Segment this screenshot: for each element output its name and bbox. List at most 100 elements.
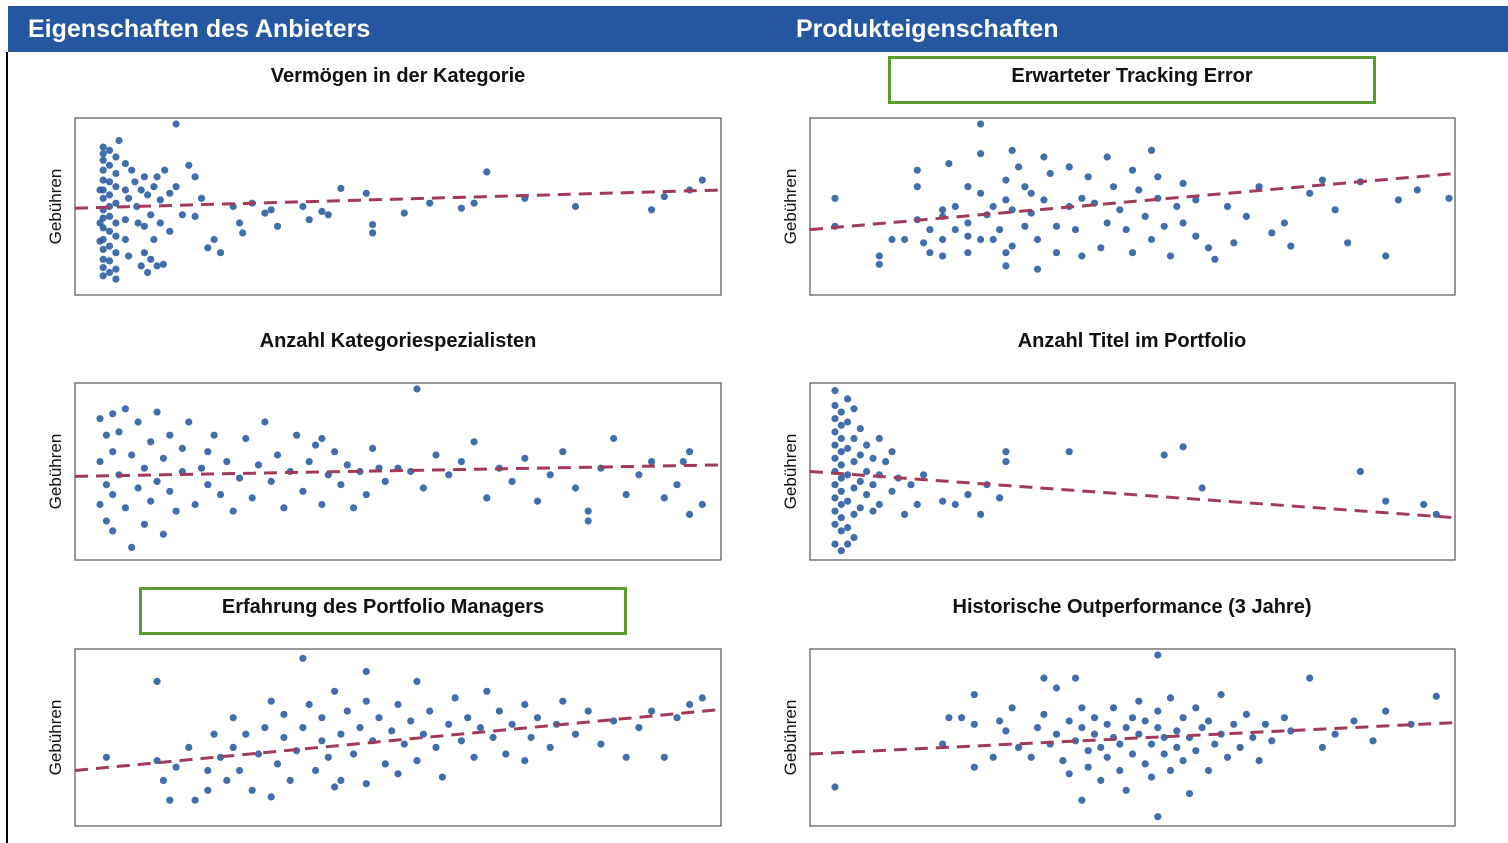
data-point [99, 156, 107, 164]
data-point [99, 176, 107, 184]
data-point [989, 753, 997, 761]
data-point [476, 724, 484, 732]
data-point [121, 504, 129, 512]
data-point [96, 237, 104, 245]
data-point [166, 796, 174, 804]
data-point [1432, 692, 1440, 700]
data-point [844, 395, 852, 403]
data-point [147, 438, 155, 446]
data-point [837, 514, 845, 522]
data-point [1084, 173, 1092, 181]
data-point [1154, 651, 1162, 659]
data-point [939, 206, 947, 214]
data-point [147, 211, 155, 219]
data-point [1230, 720, 1238, 728]
data-point [660, 193, 668, 201]
data-point [673, 481, 681, 489]
data-point [939, 252, 947, 260]
data-point [413, 385, 421, 393]
data-point [673, 714, 681, 722]
data-point [305, 700, 313, 709]
data-point [1116, 206, 1124, 214]
data-point [970, 720, 978, 728]
data-point [172, 183, 180, 191]
data-point [216, 249, 225, 257]
data-point [159, 776, 167, 785]
data-point [178, 211, 186, 219]
data-point [369, 221, 377, 229]
data-point [686, 700, 694, 709]
data-point [863, 441, 871, 449]
data-point [105, 178, 114, 186]
data-point [115, 428, 123, 436]
data-point [1021, 183, 1029, 191]
data-point [299, 202, 307, 211]
data-point [343, 461, 351, 469]
data-point [1128, 714, 1137, 722]
data-point [125, 252, 133, 260]
data-point [939, 740, 947, 748]
data-point [837, 461, 845, 469]
data-point [1192, 704, 1200, 712]
data-point [112, 199, 120, 207]
left-border-line [6, 52, 8, 843]
data-point [273, 451, 282, 459]
data-point [128, 166, 136, 174]
data-point [1084, 763, 1092, 771]
data-point [844, 524, 852, 532]
data-point [1350, 717, 1358, 725]
data-point [837, 421, 845, 429]
data-point [888, 448, 896, 456]
data-point [121, 160, 129, 168]
data-point [172, 120, 180, 128]
data-point [267, 793, 275, 801]
data-point [1369, 737, 1377, 745]
data-point [1211, 255, 1219, 263]
y-axis-label-6: Gebühren [781, 700, 800, 776]
data-point [210, 431, 218, 439]
data-point [1116, 766, 1124, 775]
data-point [1331, 730, 1339, 738]
data-point [1103, 720, 1111, 728]
data-point [875, 252, 883, 260]
data-point [166, 189, 174, 197]
data-point [939, 497, 947, 505]
data-point [235, 766, 244, 775]
data-point [1071, 674, 1080, 682]
data-point [1002, 196, 1010, 204]
data-point [1078, 194, 1086, 202]
data-point [660, 494, 668, 502]
header-bar [8, 6, 1508, 52]
data-point [1179, 714, 1187, 722]
data-point [137, 186, 145, 194]
data-point [844, 471, 852, 479]
data-point [223, 776, 231, 785]
data-point [1280, 714, 1288, 722]
data-point [875, 434, 883, 443]
data-point [1211, 740, 1219, 748]
data-point [1160, 222, 1168, 230]
data-point [863, 467, 871, 476]
data-point [131, 178, 139, 186]
highlight-box-2 [888, 56, 1376, 104]
data-point [280, 504, 288, 512]
data-point [105, 161, 114, 169]
data-point [445, 471, 453, 479]
data-point [229, 507, 237, 515]
data-point [837, 527, 845, 535]
scatter-plot-2: Gebühren [781, 117, 1456, 296]
data-point [261, 209, 269, 217]
data-point [144, 191, 152, 199]
data-point [191, 212, 199, 220]
data-point [977, 189, 985, 197]
data-point [1154, 813, 1162, 821]
data-point [977, 510, 985, 518]
data-point [140, 222, 148, 230]
data-point [356, 724, 364, 732]
data-point [362, 780, 370, 788]
data-point [438, 773, 446, 781]
data-point [913, 183, 921, 191]
data-point [273, 760, 282, 768]
trend-line-4 [809, 470, 1456, 520]
data-point [470, 438, 478, 446]
